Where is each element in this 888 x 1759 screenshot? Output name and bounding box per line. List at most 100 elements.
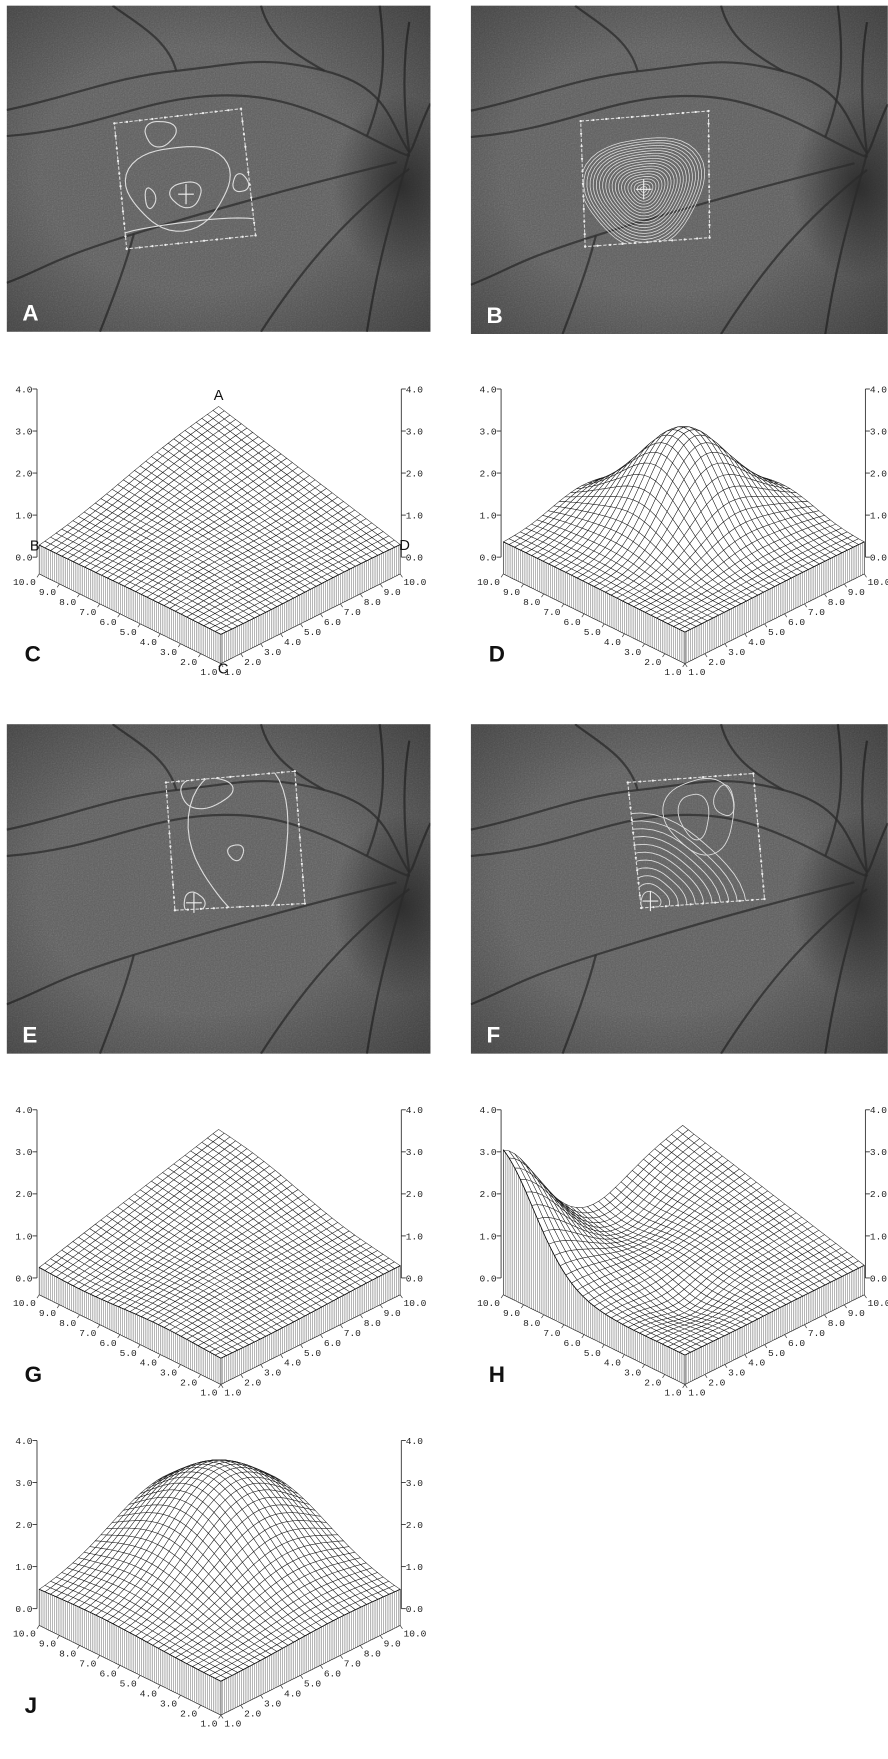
grid-dot: [708, 237, 710, 239]
grid-dot: [708, 173, 710, 175]
grid-dot: [758, 835, 760, 837]
height-tick-label: 1.0: [870, 510, 887, 521]
grid-tick-label: 6.0: [324, 1338, 341, 1349]
grid-tick-label: 7.0: [543, 607, 560, 618]
tick-mark: [261, 644, 263, 647]
tick-mark: [864, 574, 866, 577]
grid-dot: [635, 857, 637, 859]
tick-mark: [57, 584, 59, 587]
grid-dot: [229, 237, 231, 239]
grid-tick-label: 4.0: [284, 1358, 301, 1369]
tick-mark: [683, 664, 685, 667]
grid-dot: [596, 245, 598, 247]
height-tick-label: 1.0: [15, 1231, 32, 1242]
grid-dot: [296, 797, 298, 799]
grid-dot: [114, 135, 116, 137]
grid-tick-label: 7.0: [344, 1328, 361, 1339]
grid-dot: [639, 894, 641, 896]
tick-mark: [521, 584, 523, 587]
grid-dot: [580, 145, 582, 147]
tick-mark: [824, 594, 826, 597]
tick-mark: [805, 604, 807, 607]
grid-dot: [173, 896, 175, 898]
grid-dot: [708, 224, 710, 226]
corner-label: D: [399, 538, 410, 554]
grid-dot: [707, 123, 709, 125]
grid-dot: [763, 898, 765, 900]
grid-dot: [268, 772, 270, 774]
grid-dot: [727, 774, 729, 776]
height-tick-label: 4.0: [870, 1105, 887, 1116]
grid-dot: [165, 781, 167, 783]
grid-dot: [119, 185, 121, 187]
grid-dot: [189, 113, 191, 115]
height-tick-label: 2.0: [15, 468, 32, 479]
tick-mark: [320, 614, 322, 617]
fundus-image: [471, 6, 888, 334]
grid-dot: [247, 171, 249, 173]
grid-dot: [122, 210, 124, 212]
grid-dot: [243, 133, 245, 135]
tick-mark: [281, 634, 283, 637]
grid-tick-label: 1.0: [224, 1388, 241, 1399]
grid-tick-label: 9.0: [39, 1308, 56, 1319]
tick-mark: [602, 624, 604, 627]
grid-tick-label: 8.0: [828, 597, 845, 608]
height-tick-label: 2.0: [479, 1189, 496, 1200]
panel-label: B: [487, 303, 503, 328]
fundus-panel: F: [471, 724, 888, 1054]
grid-dot: [581, 158, 583, 160]
grid-tick-label: 3.0: [264, 647, 281, 658]
corner-label: B: [30, 539, 40, 555]
grid-dot: [708, 135, 710, 137]
tick-mark: [562, 604, 564, 607]
tick-mark: [340, 1325, 342, 1328]
tick-mark: [118, 1335, 120, 1338]
grid-dot: [255, 773, 257, 775]
grid-dot: [762, 885, 764, 887]
height-tick-label: 3.0: [479, 426, 496, 437]
tick-mark: [261, 1365, 263, 1368]
grid-dot: [708, 199, 710, 201]
tick-mark: [301, 1345, 303, 1348]
grid-dot: [297, 810, 299, 812]
tick-mark: [301, 624, 303, 627]
height-tick-label: 1.0: [406, 1231, 423, 1242]
grid-dot: [628, 794, 630, 796]
grid-dot: [643, 115, 645, 117]
height-tick-label: 3.0: [15, 1147, 32, 1158]
grid-dot: [200, 908, 202, 910]
tick-mark: [705, 654, 707, 657]
tick-mark: [642, 644, 644, 647]
grid-dot: [760, 860, 762, 862]
fundus-image: [7, 6, 469, 332]
tick-mark: [219, 1384, 221, 1387]
grid-dot: [168, 832, 170, 834]
grid-dot: [751, 899, 753, 901]
grid-tick-label: 8.0: [364, 1318, 381, 1329]
grid-dot: [301, 863, 303, 865]
tick-mark: [685, 664, 687, 667]
tick-mark: [281, 1355, 283, 1358]
grid-dot: [117, 160, 119, 162]
grid-dot: [187, 908, 189, 910]
grid-dot: [757, 823, 759, 825]
grid-tick-label: 1.0: [664, 667, 681, 678]
panel-label: G: [25, 1362, 42, 1387]
surface: [39, 1129, 400, 1358]
height-tick-label: 0.0: [15, 1273, 32, 1284]
grid-dot: [295, 783, 297, 785]
grid-tick-label: 9.0: [39, 587, 56, 598]
grid-tick-label: 8.0: [59, 597, 76, 608]
panel-label: D: [489, 641, 505, 666]
grid-dot: [583, 208, 585, 210]
height-tick-label: 1.0: [406, 510, 423, 521]
grid-tick-label: 2.0: [244, 657, 261, 668]
grid-tick-label: 10.0: [477, 577, 500, 588]
height-tick-label: 3.0: [479, 1147, 496, 1158]
height-tick-label: 4.0: [406, 1105, 423, 1116]
grid-dot: [178, 780, 180, 782]
grid-dot: [702, 776, 704, 778]
height-tick-label: 0.0: [406, 1273, 423, 1284]
tick-mark: [98, 1325, 100, 1328]
